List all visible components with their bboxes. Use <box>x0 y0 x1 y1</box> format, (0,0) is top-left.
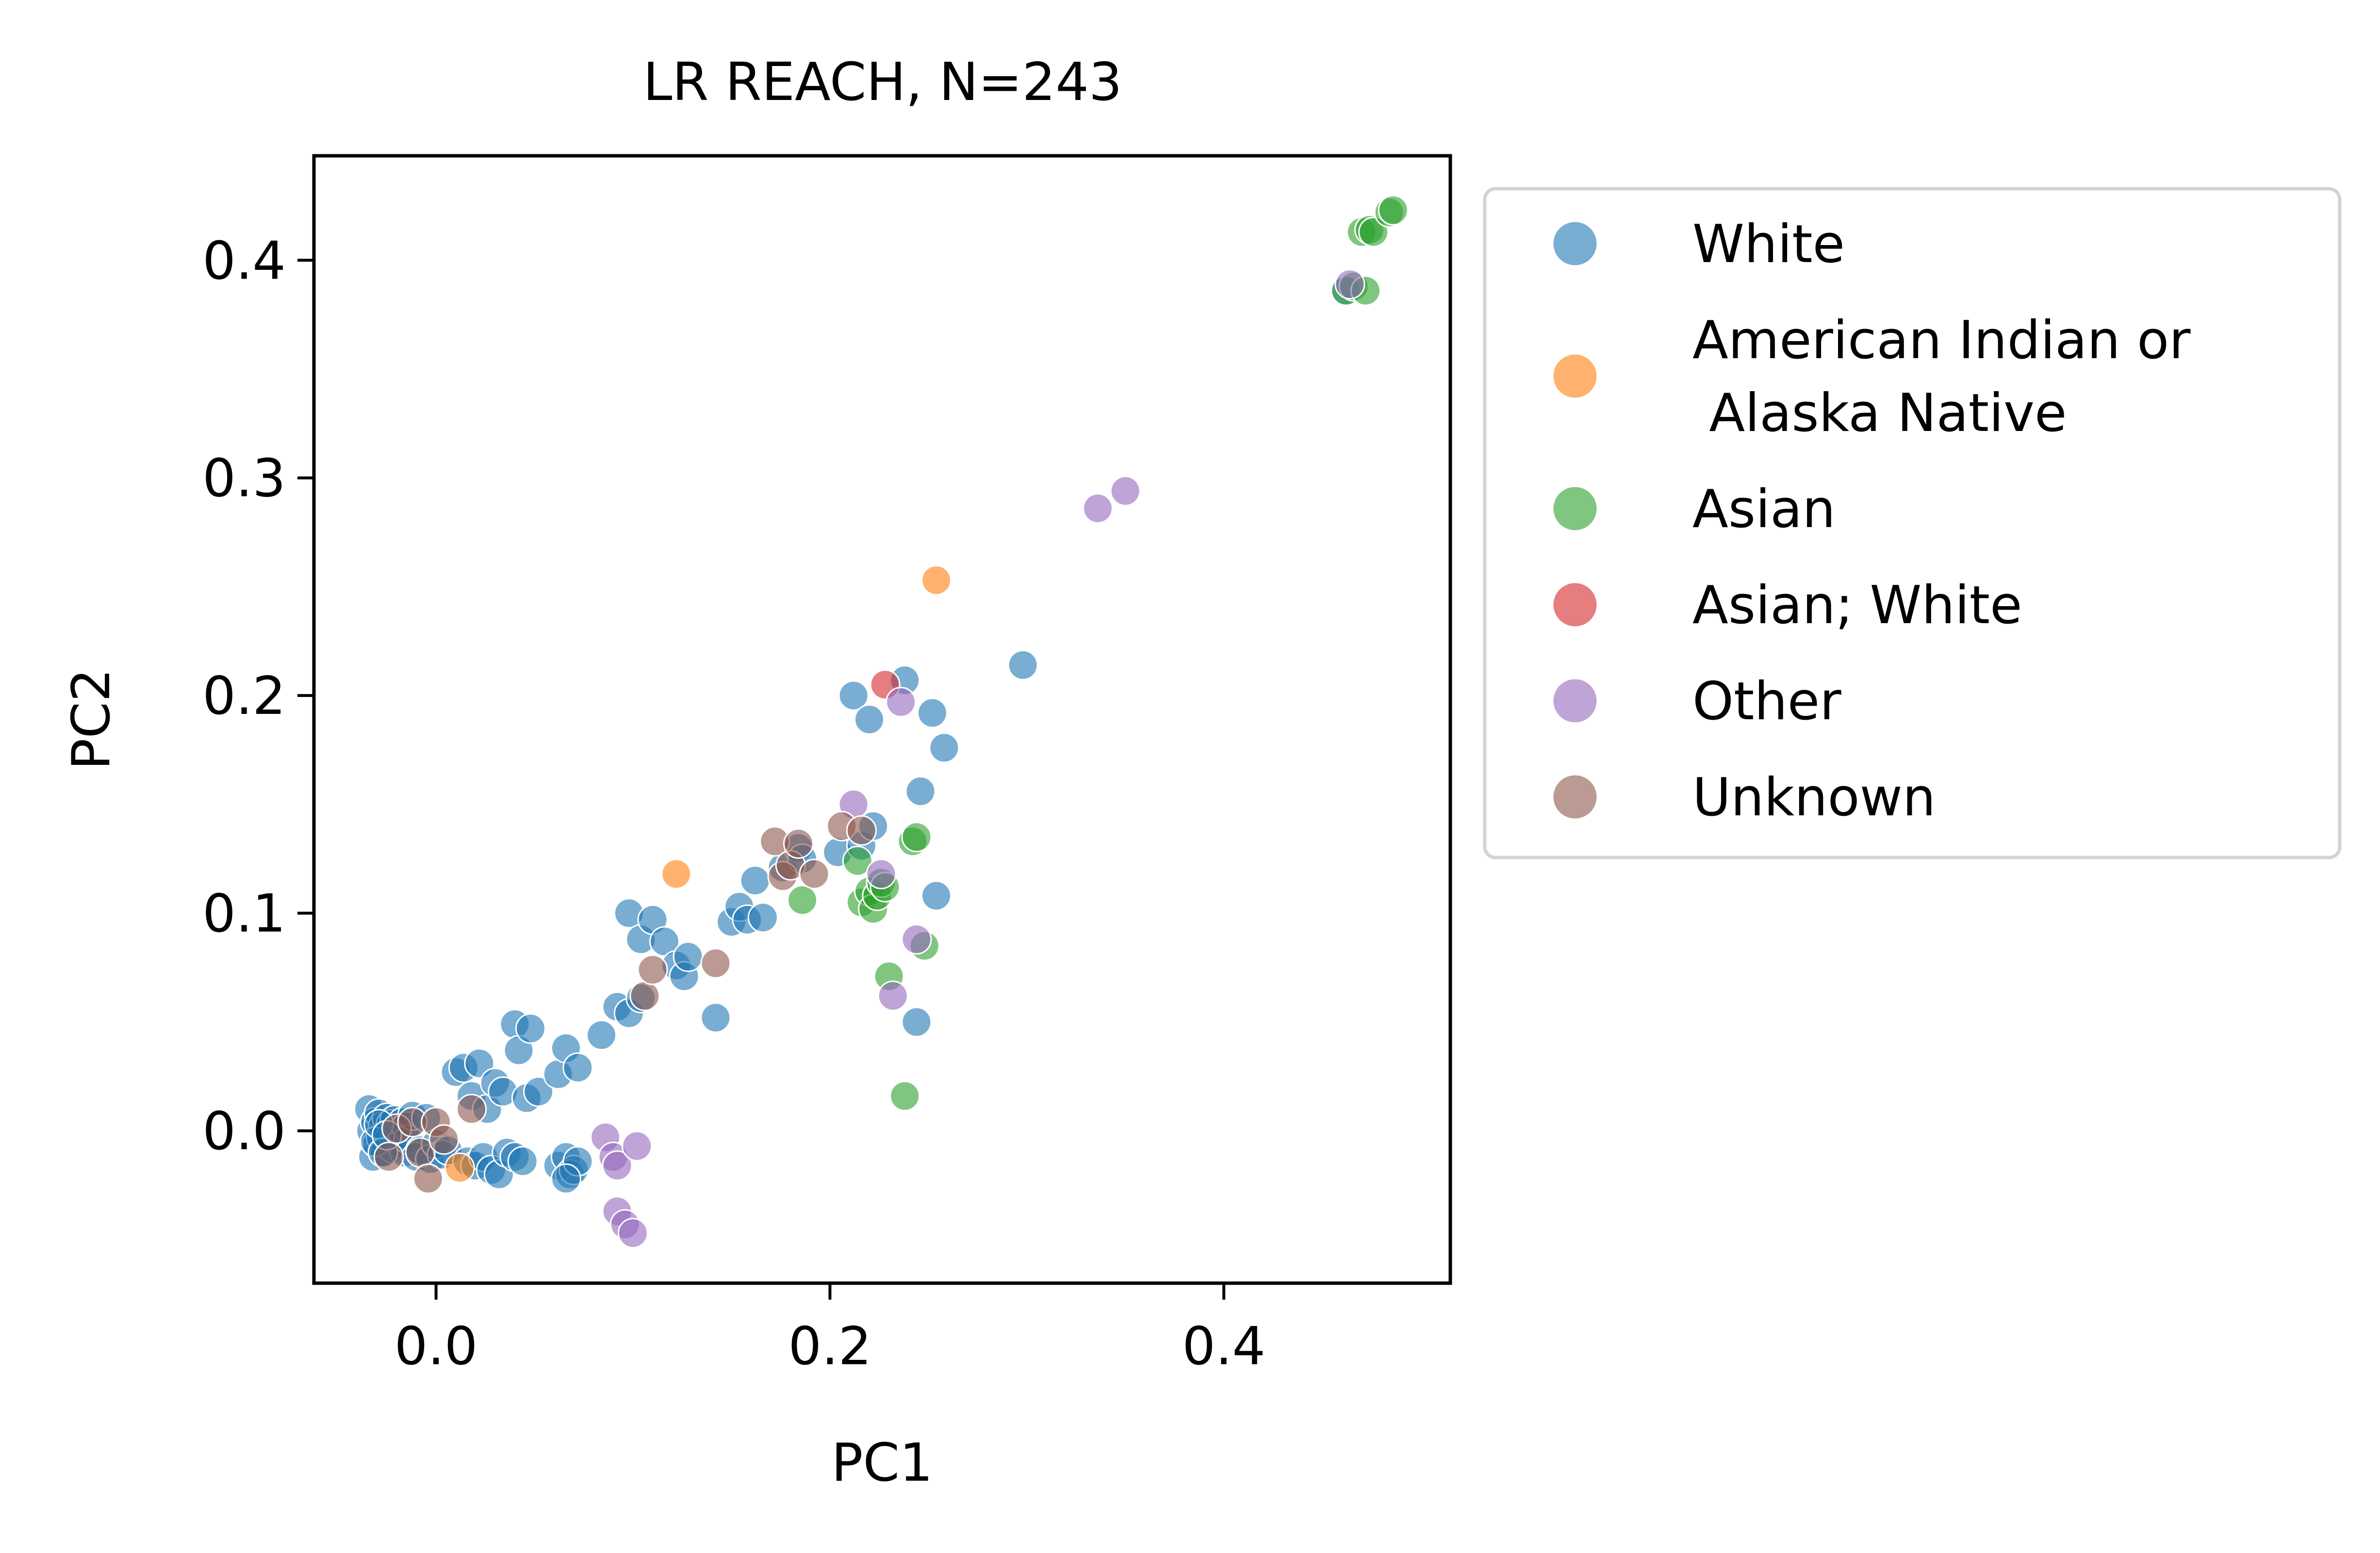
data-point <box>1334 269 1365 300</box>
data-point <box>889 1080 920 1111</box>
x-axis: 0.0 0.2 0.4 <box>394 1283 1265 1377</box>
data-point <box>929 732 960 763</box>
data-point <box>739 865 771 896</box>
legend-marker <box>1552 581 1598 628</box>
y-axis: 0.0 0.1 0.2 0.3 0.4 <box>202 231 314 1162</box>
data-point <box>901 924 932 955</box>
data-point <box>637 954 668 985</box>
data-point <box>515 1013 546 1044</box>
data-point <box>886 687 917 718</box>
data-points <box>354 195 1409 1249</box>
legend-marker <box>1552 774 1598 820</box>
y-tick-label: 0.2 <box>202 666 286 727</box>
data-point <box>787 885 818 916</box>
data-point <box>1083 493 1113 524</box>
data-point <box>921 880 952 911</box>
data-point <box>562 1052 593 1083</box>
chart-title: LR REACH, N=243 <box>643 52 1122 113</box>
x-tick-label: 0.2 <box>788 1316 872 1377</box>
data-point <box>373 1141 404 1173</box>
data-point <box>700 948 731 979</box>
legend-entries: White American Indian or Alaska Native Asi… <box>1552 214 2191 828</box>
data-point <box>673 941 704 972</box>
data-point <box>523 1076 554 1107</box>
legend-marker <box>1552 220 1598 267</box>
data-point <box>1110 476 1141 507</box>
data-point <box>854 704 885 735</box>
data-point <box>444 1152 475 1183</box>
legend-marker <box>1552 677 1598 724</box>
data-point <box>905 776 936 807</box>
data-point <box>700 1002 731 1033</box>
data-point <box>428 1124 460 1155</box>
data-point <box>842 845 873 876</box>
data-point <box>917 697 948 728</box>
data-point <box>551 1163 581 1194</box>
y-tick-label: 0.0 <box>202 1101 286 1162</box>
x-axis-label: PC1 <box>831 1433 933 1493</box>
legend-marker <box>1552 485 1598 532</box>
y-tick-label: 0.1 <box>202 884 286 944</box>
data-point <box>629 980 660 1011</box>
legend-box <box>1483 187 2342 859</box>
data-point <box>877 980 908 1011</box>
y-tick-label: 0.4 <box>202 231 286 291</box>
y-axis-label: PC2 <box>61 668 122 770</box>
data-point <box>747 902 778 933</box>
data-point <box>838 680 869 711</box>
data-point <box>1378 195 1409 226</box>
x-tick-label: 0.0 <box>394 1316 478 1377</box>
data-point <box>799 859 830 890</box>
data-point <box>622 1131 653 1161</box>
data-point <box>921 565 952 595</box>
data-point <box>901 822 932 853</box>
legend-label: Other <box>1692 671 1841 732</box>
data-point <box>866 859 897 890</box>
data-point <box>456 1093 487 1124</box>
data-point <box>412 1163 443 1194</box>
legend-label: American Indian or Alaska Native <box>1692 310 2191 444</box>
data-point <box>1007 649 1038 680</box>
legend-label: Asian <box>1692 479 1836 540</box>
y-tick-label: 0.3 <box>202 448 286 509</box>
data-point <box>507 1146 538 1177</box>
legend-label: Asian; White <box>1692 575 2022 636</box>
data-point <box>846 815 877 846</box>
legend-label: Unknown <box>1692 767 1936 828</box>
data-point <box>783 828 814 859</box>
data-point <box>661 859 692 890</box>
legend: White American Indian or Alaska Native Asi… <box>1483 187 2342 859</box>
legend-marker <box>1552 353 1598 399</box>
legend-label: White <box>1692 214 1845 275</box>
x-tick-label: 0.4 <box>1182 1316 1265 1377</box>
data-point <box>901 1007 932 1038</box>
data-point <box>618 1218 648 1249</box>
data-point <box>586 1020 617 1051</box>
plot-frame <box>312 154 1452 1285</box>
data-point <box>602 1150 633 1181</box>
